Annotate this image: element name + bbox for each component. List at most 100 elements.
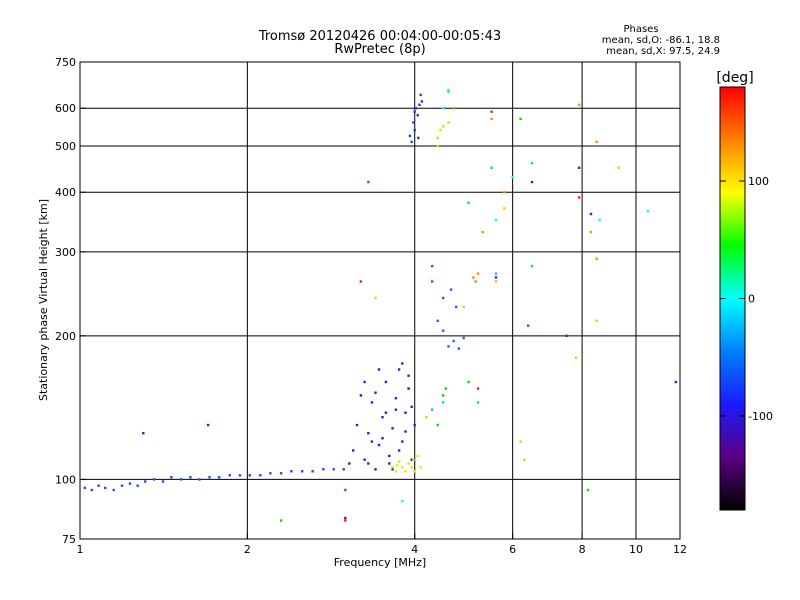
data-point	[490, 110, 493, 113]
data-point	[344, 516, 347, 520]
y-axis-label: Stationary phase Virtual Height [km]	[37, 199, 50, 401]
data-point	[511, 176, 514, 179]
y-tick-label: 300	[55, 246, 76, 259]
data-point	[417, 136, 420, 140]
x-tick-label: 1	[77, 543, 84, 556]
data-point	[344, 488, 347, 492]
data-point	[413, 110, 416, 113]
data-point	[494, 276, 498, 279]
data-point	[332, 468, 335, 471]
data-point	[407, 387, 410, 390]
data-point	[401, 466, 404, 469]
data-point	[519, 117, 522, 121]
data-point	[565, 334, 568, 337]
y-tick-label: 200	[55, 330, 76, 343]
data-point	[367, 180, 370, 184]
x-tick-label: 4	[411, 543, 418, 556]
data-point	[462, 336, 465, 340]
data-point	[617, 166, 620, 169]
colorbar-tick-label: 0	[748, 293, 755, 306]
data-point	[481, 230, 484, 234]
data-point	[449, 288, 453, 291]
data-point	[238, 474, 242, 477]
data-point	[418, 103, 421, 106]
data-point	[467, 380, 470, 384]
data-point	[530, 264, 534, 268]
data-point	[363, 380, 366, 384]
data-point	[404, 470, 407, 473]
data-point	[447, 345, 450, 348]
data-point	[436, 423, 439, 427]
data-point	[595, 140, 598, 144]
data-point	[410, 466, 413, 469]
x-axis-ticks: 1 2 4 6 8 10 12	[77, 533, 687, 556]
data-point	[494, 280, 498, 283]
data-point	[384, 380, 388, 384]
data-point	[436, 136, 439, 140]
data-point	[586, 488, 590, 492]
data-point	[410, 405, 413, 408]
data-point	[472, 276, 475, 279]
data-point	[352, 449, 355, 452]
data-point	[370, 440, 374, 443]
y-axis-ticks: 75 100 200 300 400 500 600 750	[55, 56, 86, 546]
data-point	[259, 474, 262, 477]
data-point	[397, 460, 401, 463]
data-point	[170, 476, 173, 479]
data-point	[83, 486, 86, 490]
data-point	[377, 443, 381, 447]
data-point	[646, 210, 649, 213]
data-point	[503, 207, 506, 210]
data-point	[595, 319, 598, 322]
data-point	[391, 466, 394, 469]
x-tick-label: 8	[579, 543, 586, 556]
data-point	[348, 462, 351, 465]
data-point	[442, 125, 445, 128]
data-point	[401, 440, 404, 443]
data-point	[413, 423, 416, 427]
data-point	[384, 411, 388, 414]
data-point	[474, 280, 477, 283]
data-point	[394, 408, 398, 411]
data-point	[503, 191, 506, 194]
data-point	[452, 339, 455, 343]
chart-subtitle: RwPretec (8p)	[334, 42, 425, 57]
data-point	[447, 90, 450, 93]
data-point	[355, 423, 359, 427]
data-point	[523, 458, 526, 461]
data-point	[367, 432, 370, 435]
data-point	[136, 484, 139, 487]
y-tick-label: 400	[55, 186, 76, 199]
y-tick-label: 500	[55, 140, 76, 153]
data-point	[269, 472, 272, 475]
chart-title: Tromsø 20120426 00:04:00-00:05:43	[258, 29, 501, 44]
data-point	[397, 368, 401, 371]
data-point	[598, 218, 601, 222]
data-point	[577, 196, 581, 199]
data-point	[142, 432, 145, 435]
y-tick-label: 600	[55, 102, 76, 115]
data-point	[248, 474, 251, 477]
data-point	[391, 468, 394, 471]
plot-frame	[79, 61, 681, 540]
data-point	[574, 356, 578, 359]
data-point	[577, 103, 581, 106]
data-point	[120, 484, 124, 487]
x-tick-label: 2	[244, 543, 251, 556]
data-point	[374, 391, 377, 394]
colorbar-ticks: 100 0 -100	[720, 175, 773, 423]
colorbar-tick-label: 100	[748, 175, 769, 188]
data-point	[419, 466, 422, 469]
data-point	[161, 480, 165, 483]
data-point	[436, 144, 439, 148]
data-point	[530, 162, 534, 165]
legend-line-o: mean, sd,O: -86.1, 18.8	[602, 35, 720, 46]
data-point	[519, 440, 522, 443]
data-point	[381, 416, 384, 419]
data-point	[394, 397, 398, 400]
data-point	[322, 468, 325, 471]
data-point	[374, 468, 377, 471]
data-point	[401, 362, 404, 365]
data-point	[452, 107, 455, 110]
data-point	[397, 449, 401, 452]
